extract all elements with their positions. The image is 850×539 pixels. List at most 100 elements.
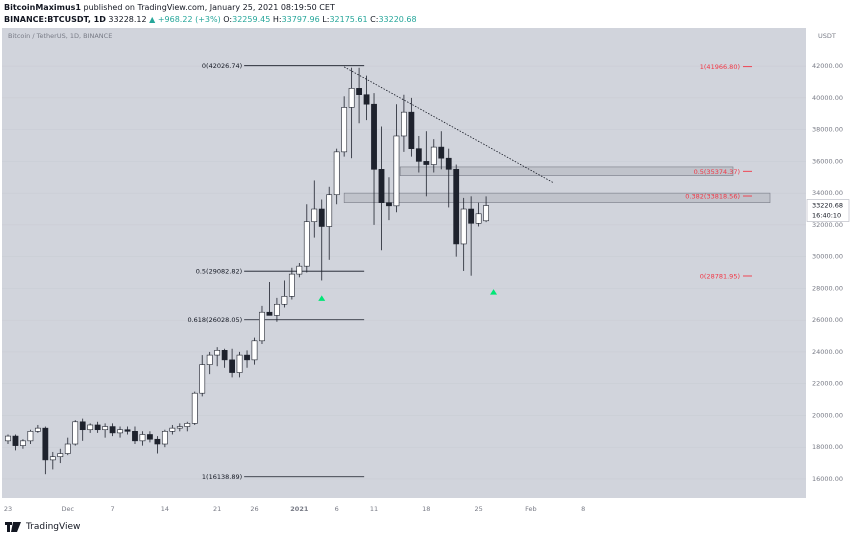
price-change: ▲ +968.22 (+3%) xyxy=(149,15,221,24)
candle-bullish[interactable] xyxy=(333,151,340,196)
candle-bearish[interactable] xyxy=(386,202,392,207)
candle-bearish[interactable] xyxy=(378,169,385,203)
candle-bullish[interactable] xyxy=(259,311,265,342)
candle-bullish[interactable] xyxy=(20,440,26,446)
x-tick-label: Feb xyxy=(525,505,537,513)
y-tick-label: 32000.00 xyxy=(812,221,843,229)
candle-bearish[interactable] xyxy=(356,88,362,95)
candle-bearish[interactable] xyxy=(318,208,325,227)
descending-trendline[interactable] xyxy=(343,66,554,184)
x-tick-label: 7 xyxy=(111,505,115,513)
symbol-label: BINANCE:BTCUSDT, 1D xyxy=(4,15,106,24)
currency-label: USDT xyxy=(818,32,836,40)
candle-bullish[interactable] xyxy=(199,364,206,394)
candle-bullish[interactable] xyxy=(161,431,168,445)
candle-bearish[interactable] xyxy=(124,429,131,432)
candle-bullish[interactable] xyxy=(102,426,109,431)
candle-bullish[interactable] xyxy=(117,429,123,434)
candle-bullish[interactable] xyxy=(341,107,348,153)
candle-bullish[interactable] xyxy=(303,221,310,267)
candle-bullish[interactable] xyxy=(274,303,280,316)
candle-bullish[interactable] xyxy=(393,135,400,207)
candle-bullish[interactable] xyxy=(191,392,198,424)
candle-bullish[interactable] xyxy=(401,111,407,137)
candle-bullish[interactable] xyxy=(214,350,221,356)
close-label: C: xyxy=(370,15,379,24)
candle-bullish[interactable] xyxy=(296,265,303,275)
author-name[interactable]: BitcoinMaximus1 xyxy=(4,3,81,12)
candle-bearish[interactable] xyxy=(468,208,475,224)
candle-bullish[interactable] xyxy=(5,435,11,442)
candle-bearish[interactable] xyxy=(244,354,250,361)
y-tick-label: 28000.00 xyxy=(812,284,843,292)
x-tick-label: 2021 xyxy=(290,505,309,513)
candle-bullish[interactable] xyxy=(27,431,34,442)
candle-bearish[interactable] xyxy=(221,350,228,361)
y-tick-label: 18000.00 xyxy=(812,443,843,451)
y-tick-label: 38000.00 xyxy=(812,126,843,134)
candle-bearish[interactable] xyxy=(423,161,430,165)
candle-bullish[interactable] xyxy=(87,424,94,431)
tradingview-logo[interactable]: TradingView xyxy=(4,521,80,533)
candle-bearish[interactable] xyxy=(229,359,235,373)
candle-bullish[interactable] xyxy=(236,354,243,373)
candle-bearish[interactable] xyxy=(94,424,101,431)
candle-bullish[interactable] xyxy=(475,213,482,224)
candle-bearish[interactable] xyxy=(438,146,445,159)
open-label: O: xyxy=(223,15,233,24)
candle-bullish[interactable] xyxy=(49,456,56,461)
candle-bullish[interactable] xyxy=(288,273,295,297)
candle-bearish[interactable] xyxy=(42,427,49,461)
candle-bearish[interactable] xyxy=(266,311,273,316)
candle-bullish[interactable] xyxy=(483,205,489,222)
y-tick-label: 16000.00 xyxy=(812,475,843,483)
last-price: 33228.12 xyxy=(108,15,147,24)
candle-bullish[interactable] xyxy=(72,421,79,445)
candle-bearish[interactable] xyxy=(79,421,86,431)
candle-bullish[interactable] xyxy=(64,443,71,454)
candle-bearish[interactable] xyxy=(147,434,153,440)
high-value: 33797.96 xyxy=(281,15,320,24)
candle-bearish[interactable] xyxy=(445,157,452,170)
candle-bullish[interactable] xyxy=(430,146,437,165)
candle-bearish[interactable] xyxy=(154,438,161,445)
candle-bearish[interactable] xyxy=(109,426,116,434)
candle-bullish[interactable] xyxy=(348,88,355,108)
fib-level-label: 0.382(33818.56) xyxy=(685,193,740,201)
up-arrow-icon xyxy=(490,289,498,295)
candle-bearish[interactable] xyxy=(132,431,138,442)
y-tick-label: 30000.00 xyxy=(812,253,843,261)
candle-bullish[interactable] xyxy=(251,340,258,361)
candle-bullish[interactable] xyxy=(281,296,288,305)
candle-bullish[interactable] xyxy=(57,453,64,458)
candle-bullish[interactable] xyxy=(34,427,41,432)
y-tick-label: 26000.00 xyxy=(812,316,843,324)
candle-bullish[interactable] xyxy=(139,434,146,442)
price-zone-box[interactable] xyxy=(343,192,771,203)
fib-level-label: 0.5(35374.37) xyxy=(694,168,740,176)
fib-level-label: 0.618(26028.05) xyxy=(187,316,242,324)
y-tick-label: 34000.00 xyxy=(812,189,843,197)
candle-bullish[interactable] xyxy=(169,427,176,432)
price-zone-box[interactable] xyxy=(399,166,734,176)
candle-bearish[interactable] xyxy=(408,111,415,149)
candle-bullish[interactable] xyxy=(326,194,333,227)
candle-bullish[interactable] xyxy=(184,423,191,427)
x-tick-label: 21 xyxy=(213,505,221,513)
y-tick-label: 20000.00 xyxy=(812,411,843,419)
candle-bearish[interactable] xyxy=(371,103,377,170)
price-axis[interactable] xyxy=(806,28,850,498)
time-axis[interactable] xyxy=(2,498,806,518)
candle-bullish[interactable] xyxy=(206,354,213,365)
candle-bearish[interactable] xyxy=(12,435,19,446)
candle-bullish[interactable] xyxy=(460,208,467,245)
candle-bearish[interactable] xyxy=(415,148,422,162)
candle-bearish[interactable] xyxy=(453,169,460,245)
chart-header: BitcoinMaximus1 published on TradingView… xyxy=(0,0,850,28)
candle-bullish[interactable] xyxy=(311,208,318,223)
candle-bullish[interactable] xyxy=(176,426,183,429)
fib-level-label: 0(28781.95) xyxy=(700,272,740,280)
open-value: 32259.45 xyxy=(232,15,271,24)
candle-bearish[interactable] xyxy=(363,94,370,105)
